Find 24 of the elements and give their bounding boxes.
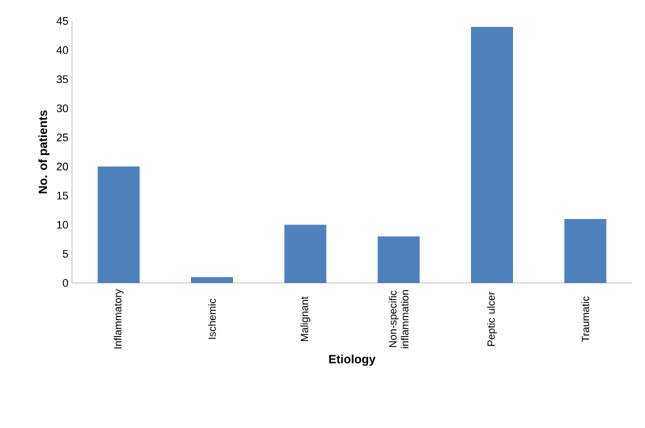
- y-tick-label: 30: [56, 104, 68, 112]
- x-tick-label: Ischemic: [208, 298, 216, 339]
- bar: [471, 26, 514, 283]
- x-tick-label: Malignant: [300, 296, 310, 341]
- x-tick-label: Peptic ulcer: [487, 292, 497, 346]
- y-axis-title: No. of patients: [38, 110, 50, 194]
- x-tick-label: Non-specific inflammation: [388, 290, 408, 348]
- y-tick-label: 45: [56, 17, 68, 25]
- bar: [191, 277, 233, 283]
- y-tick-label: 10: [57, 220, 68, 229]
- y-tick-label: 40: [56, 46, 68, 54]
- y-tick-label: 25: [56, 134, 68, 142]
- bar: [284, 224, 326, 283]
- y-tick-label: 0: [62, 279, 68, 287]
- y-tick-label: 20: [56, 162, 68, 170]
- bar: [98, 166, 140, 283]
- y-tick-label: 15: [57, 192, 68, 200]
- bar: [378, 236, 420, 283]
- y-tick-label: 35: [56, 75, 68, 84]
- bar: [564, 218, 606, 283]
- y-tick-label: 5: [62, 250, 68, 258]
- x-axis-title: Etiology: [329, 354, 376, 366]
- x-tick-label: Inflammatory: [114, 288, 124, 348]
- x-tick-label: Traumatic: [582, 296, 590, 342]
